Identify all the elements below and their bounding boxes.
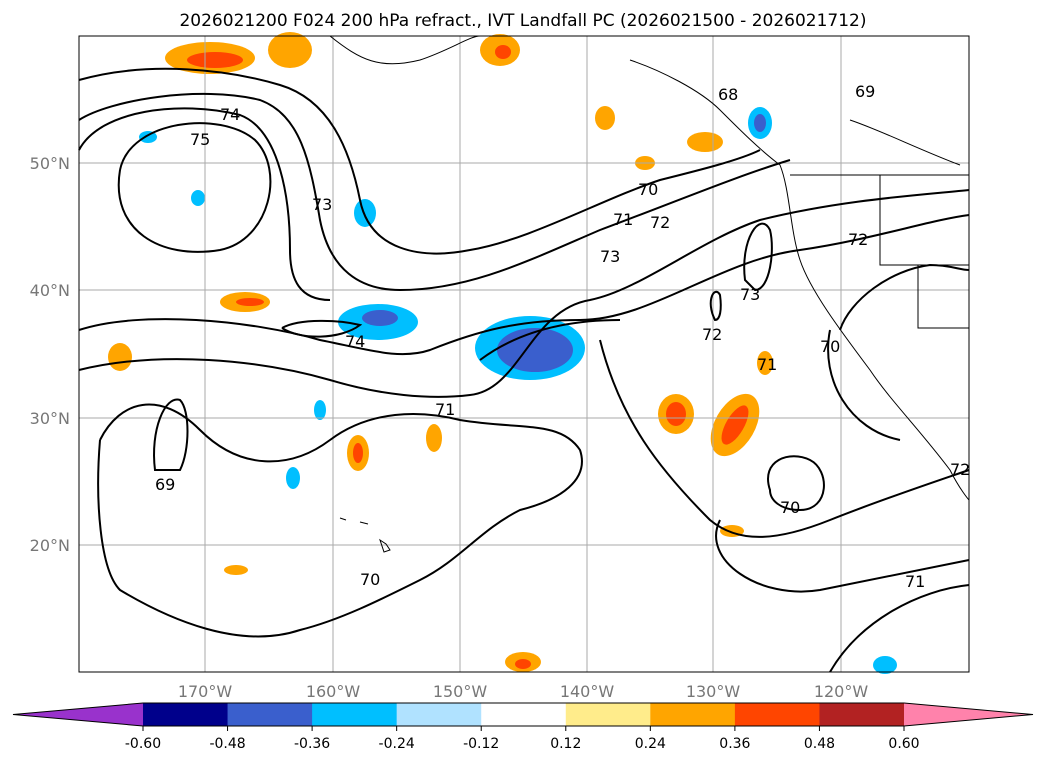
colorbar-swatch — [143, 703, 229, 726]
colorbar-tick-label: 0.36 — [719, 736, 750, 752]
contour-label: 71 — [613, 210, 633, 229]
shade-blob — [757, 351, 773, 375]
latitude-ticks: 50°N 40°N 30°N 20°N — [30, 154, 70, 555]
shade-blob — [353, 443, 363, 463]
shade-blob — [224, 565, 248, 575]
longitude-ticks: 170°W 160°W 150°W 140°W 130°W 120°W — [178, 682, 869, 701]
colorbar-tick-label: 0.24 — [635, 736, 666, 752]
colorbar-swatch — [650, 703, 736, 726]
contour-label: 75 — [190, 130, 210, 149]
map-area: 74 75 73 74 69 70 71 70 71 72 73 69 68 7… — [78, 32, 970, 674]
shade-blob — [236, 298, 264, 306]
contour-label: 68 — [718, 85, 738, 104]
lat-tick-label: 50°N — [30, 154, 70, 173]
contour-label: 71 — [905, 572, 925, 591]
contour-label: 73 — [312, 195, 332, 214]
colorbar-tick-label: -0.24 — [379, 736, 415, 752]
gridlines — [79, 36, 969, 672]
contour-label: 73 — [600, 247, 620, 266]
contour-labels: 74 75 73 74 69 70 71 70 71 72 73 69 68 7… — [155, 82, 970, 591]
shade-blob — [666, 402, 686, 426]
colorbar: -0.60 -0.48 -0.36 -0.24 -0.12 0.12 0.24 0.36 0.4… — [12, 702, 1034, 752]
shade-blob — [354, 199, 376, 227]
shade-blob — [108, 343, 132, 371]
contour-label: 69 — [155, 475, 175, 494]
colorbar-tick-label: -0.36 — [294, 736, 330, 752]
colorbar-tick-label: 0.48 — [804, 736, 835, 752]
shade-blob — [515, 659, 531, 669]
chart-title: 2026021200 F024 200 hPa refract., IVT La… — [179, 11, 866, 31]
lon-tick-label: 160°W — [306, 682, 361, 701]
shade-blob — [426, 424, 442, 452]
lat-tick-label: 20°N — [30, 536, 70, 555]
colorbar-tick-label: 0.60 — [888, 736, 919, 752]
colorbar-swatch — [312, 703, 398, 726]
contour-label: 74 — [345, 332, 365, 351]
colorbar-extend-low — [13, 703, 143, 726]
contour-label: 71 — [757, 355, 777, 374]
contours — [78, 67, 970, 673]
colorbar-swatch — [734, 703, 820, 726]
lon-tick-label: 120°W — [814, 682, 869, 701]
shade-blob — [497, 328, 573, 372]
contour-label: 74 — [220, 105, 240, 124]
shade-blob — [187, 52, 243, 68]
shade-blob — [286, 467, 300, 489]
shade-blob — [754, 114, 766, 132]
colorbar-tick-label: -0.12 — [463, 736, 499, 752]
shade-blob — [595, 106, 615, 130]
contour-label: 72 — [848, 230, 868, 249]
lon-tick-label: 150°W — [433, 682, 488, 701]
colorbar-swatch — [481, 703, 567, 726]
colorbar-tick-label: 0.12 — [550, 736, 581, 752]
shade-blob — [268, 32, 312, 68]
shade-blob — [191, 190, 205, 206]
lon-tick-label: 140°W — [560, 682, 615, 701]
colorbar-swatch — [227, 703, 313, 726]
colorbar-swatch — [819, 703, 905, 726]
contour-label: 71 — [435, 400, 455, 419]
lon-tick-label: 130°W — [686, 682, 741, 701]
lon-tick-label: 170°W — [178, 682, 233, 701]
colorbar-swatch — [565, 703, 651, 726]
contour-label: 70 — [360, 570, 380, 589]
colorbar-tick-label: -0.48 — [209, 736, 245, 752]
contour-label: 70 — [780, 498, 800, 517]
colorbar-swatch — [396, 703, 482, 726]
shade-blob — [687, 132, 723, 152]
lat-tick-label: 40°N — [30, 281, 70, 300]
colorbar-extend-high — [904, 703, 1033, 726]
lat-tick-label: 30°N — [30, 409, 70, 428]
shade-blob — [721, 405, 749, 445]
contour-label: 70 — [820, 337, 840, 356]
colorbar-tick-label: -0.60 — [125, 736, 161, 752]
contour-label: 72 — [702, 325, 722, 344]
contour-label: 73 — [740, 285, 760, 304]
contour-label: 70 — [638, 180, 658, 199]
shade-blob — [362, 310, 398, 326]
contour-label: 72 — [650, 213, 670, 232]
contour-label: 72 — [950, 460, 970, 479]
contour-label: 69 — [855, 82, 875, 101]
shade-blob — [314, 400, 326, 420]
shade-blob — [873, 656, 897, 674]
shade-blob — [495, 45, 511, 59]
